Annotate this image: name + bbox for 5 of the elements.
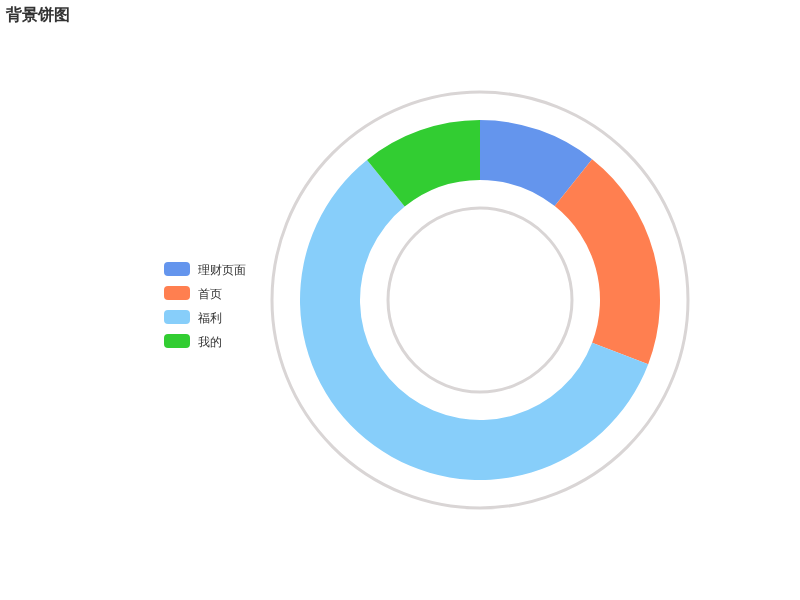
- donut-slice: [367, 120, 480, 207]
- donut-slice: [480, 120, 593, 207]
- donut-slice: [300, 159, 649, 480]
- donut-slice: [554, 159, 660, 365]
- chart-title: 背景饼图: [4, 6, 70, 24]
